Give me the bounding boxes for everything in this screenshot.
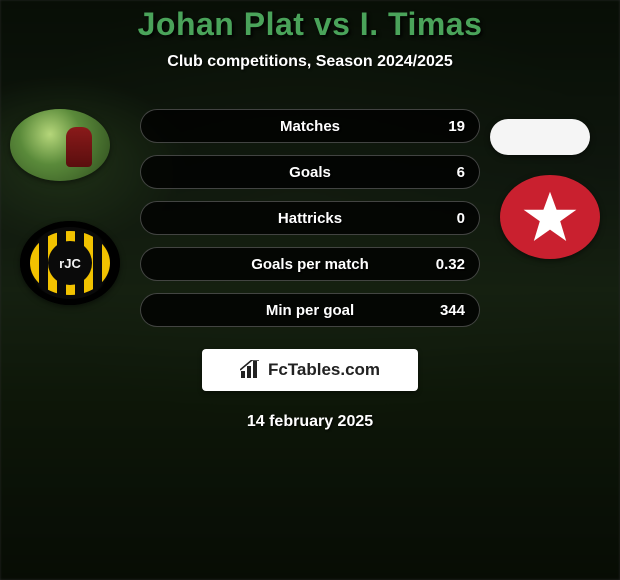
stat-bar: Hattricks 0 [140, 201, 480, 235]
bar-chart-icon [240, 360, 262, 380]
stat-bar: Goals per match 0.32 [140, 247, 480, 281]
club-right-badge [500, 175, 600, 259]
stat-bar: Min per goal 344 [140, 293, 480, 327]
stat-value: 344 [440, 302, 465, 319]
club-left-badge: rJC [20, 221, 120, 305]
stat-label: Hattricks [278, 210, 342, 227]
stat-bar: Goals 6 [140, 155, 480, 189]
stat-value: 19 [448, 118, 465, 135]
branding-badge: FcTables.com [202, 349, 418, 391]
subtitle: Club competitions, Season 2024/2025 [0, 53, 620, 71]
club-left-abbrev: rJC [48, 241, 92, 285]
stat-label: Min per goal [266, 302, 354, 319]
stat-value: 0 [457, 210, 465, 227]
stat-value: 0.32 [436, 256, 465, 273]
stat-label: Goals per match [251, 256, 369, 273]
star-icon [520, 187, 580, 247]
date-line: 14 february 2025 [0, 413, 620, 431]
page-title: Johan Plat vs I. Timas [0, 6, 620, 43]
infographic-root: Johan Plat vs I. Timas Club competitions… [0, 0, 620, 431]
stats-area: rJC Matches 19 Goals 6 Hattricks 0 Goals per m… [0, 109, 620, 327]
branding-text: FcTables.com [268, 360, 380, 380]
player-left-avatar [10, 109, 110, 181]
stat-label: Matches [280, 118, 340, 135]
stat-bar: Matches 19 [140, 109, 480, 143]
stat-value: 6 [457, 164, 465, 181]
player-right-avatar [490, 119, 590, 155]
stat-label: Goals [289, 164, 331, 181]
